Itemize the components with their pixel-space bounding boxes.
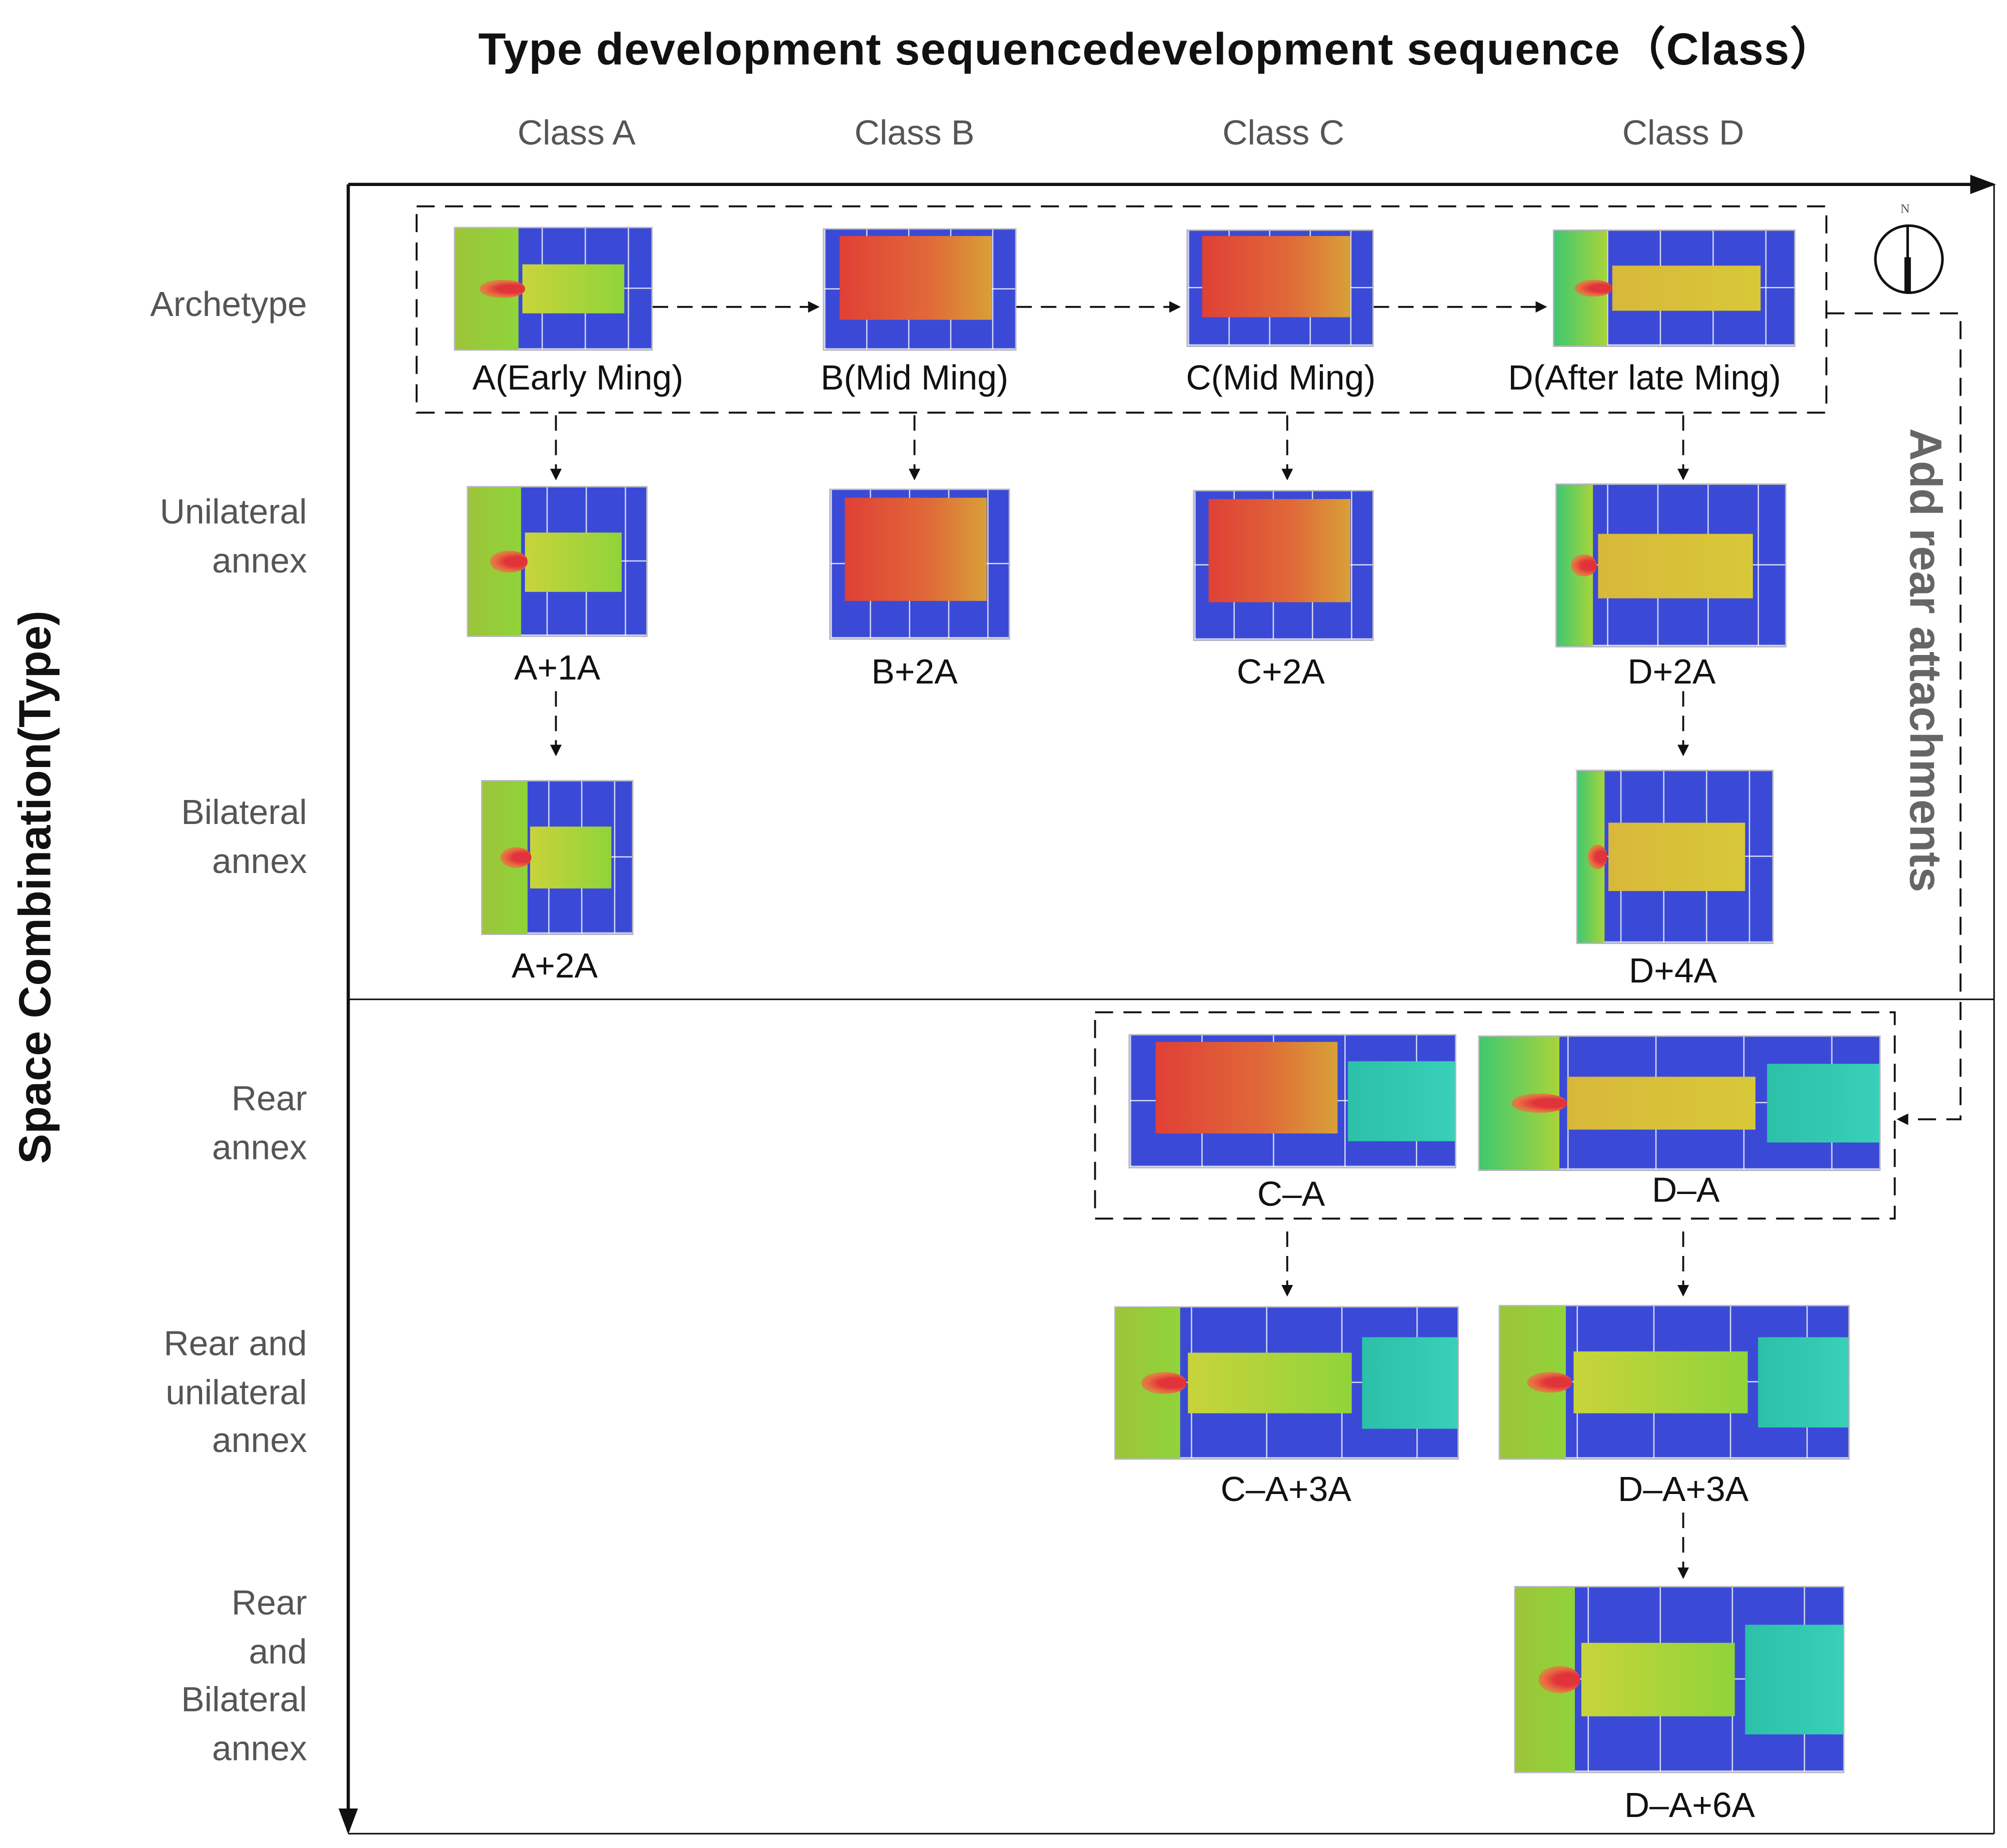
plan-label: D–A+3A: [1617, 1470, 1749, 1509]
heatmap-plan: [1514, 1586, 1844, 1774]
plan-label: A+2A: [511, 946, 598, 986]
entrance-hotspot: [1539, 1666, 1581, 1692]
row-label-line: annex: [212, 1421, 307, 1460]
heatmap-plan: [1553, 230, 1795, 347]
heatmap-plan: [1576, 770, 1774, 944]
plan-label: D+4A: [1628, 952, 1717, 990]
row-label-line: Bilateral: [181, 793, 307, 832]
hall: [525, 532, 622, 592]
hall: [839, 236, 992, 320]
hall: [522, 264, 624, 314]
heatmap-plan: [1193, 490, 1374, 641]
row-label: Rear annex: [212, 1076, 307, 1172]
heatmap-plan: [1498, 1304, 1850, 1460]
entrance-hotspot: [1141, 1372, 1187, 1394]
entrance-hotspot: [489, 551, 527, 572]
hall: [1608, 822, 1745, 892]
row-label-line: annex: [212, 540, 307, 580]
plan-label: A+1A: [514, 648, 601, 688]
entrance-hotspot: [1571, 554, 1597, 577]
row-label-line: annex: [212, 1728, 307, 1768]
diagram-title: Type development sequencedevelopment seq…: [478, 24, 1836, 75]
row-label: Unilateral annex: [160, 488, 307, 585]
row-label-line: Archetype: [150, 284, 307, 324]
row-label: Bilateral annex: [181, 789, 307, 886]
hall: [530, 827, 611, 888]
row-label-line: Rear and: [164, 1324, 307, 1364]
rear-annex-area: [1361, 1338, 1458, 1428]
row-label: Rear and unilateral annex: [164, 1320, 307, 1466]
row-label-line: Unilateral: [160, 492, 307, 532]
row-label: Archetype: [150, 281, 307, 330]
class-c-header: Class C: [1222, 113, 1344, 152]
plan-label: B(Mid Ming): [820, 358, 1009, 398]
entrance-hotspot: [500, 846, 532, 868]
row-label-line: Bilateral: [181, 1680, 307, 1719]
entrance-hotspot: [1588, 844, 1608, 869]
hall: [1581, 1642, 1735, 1716]
plan-label: D(After late Ming): [1508, 358, 1781, 398]
compass-icon: [1874, 224, 1944, 294]
plan-label: C(Mid Ming): [1186, 358, 1376, 398]
entrance-hotspot: [1526, 1372, 1573, 1393]
rear-annex-area: [1347, 1062, 1455, 1141]
archetype-group-box: [416, 205, 1827, 414]
heatmap-plan: [1128, 1034, 1456, 1168]
heatmap-plan: [1478, 1035, 1881, 1171]
hall: [1156, 1042, 1338, 1134]
entrance-hotspot: [1575, 280, 1612, 296]
plan-label: C–A+3A: [1220, 1470, 1351, 1509]
entrance-hotspot: [480, 280, 525, 298]
hall: [1208, 498, 1351, 603]
plan-label: A(Early Ming): [472, 358, 684, 398]
rear-annex-area: [1744, 1624, 1843, 1735]
rear-connector: [1826, 312, 1962, 1126]
plan-label: D+2A: [1627, 652, 1716, 692]
class-d-header: Class D: [1622, 113, 1744, 152]
rear-group-box: [1094, 1011, 1896, 1220]
rear-annex-area: [1767, 1063, 1879, 1144]
plan-label: D–A: [1652, 1170, 1720, 1210]
heatmap-plan: [823, 228, 1017, 351]
plan-label: C–A: [1257, 1174, 1325, 1214]
hall: [845, 497, 988, 602]
hall: [1187, 1352, 1352, 1414]
heatmap-plan: [454, 226, 653, 351]
row-label-line: unilateral: [166, 1372, 307, 1412]
plan-label: C+2A: [1236, 652, 1325, 692]
plan-label: D–A+6A: [1624, 1786, 1755, 1825]
plan-label: B+2A: [871, 652, 958, 692]
heatmap-plan: [481, 780, 634, 935]
heatmap-plan: [1186, 230, 1374, 347]
heatmap-plan: [1555, 484, 1786, 648]
rear-annex-area: [1757, 1336, 1848, 1428]
hall: [1573, 1352, 1747, 1413]
hall: [1567, 1076, 1755, 1130]
class-b-header: Class B: [854, 113, 975, 152]
heatmap-plan: [467, 486, 648, 638]
row-label-line: annex: [212, 841, 307, 880]
hall: [1598, 533, 1753, 598]
row-label-line: annex: [212, 1128, 307, 1166]
row-label-line: Rear: [231, 1079, 307, 1118]
heatmap-plan: [829, 488, 1010, 640]
row-label-line: and: [249, 1632, 307, 1671]
row-label-line: Rear: [231, 1584, 307, 1622]
heatmap-plan: [1114, 1306, 1459, 1460]
class-a-header: Class A: [517, 113, 636, 152]
compass-north-label: N: [1900, 202, 1910, 216]
entrance-hotspot: [1511, 1094, 1567, 1112]
hall: [1202, 236, 1350, 317]
row-label: Rear and Bilateral annex: [181, 1580, 307, 1773]
hall: [1611, 265, 1761, 312]
